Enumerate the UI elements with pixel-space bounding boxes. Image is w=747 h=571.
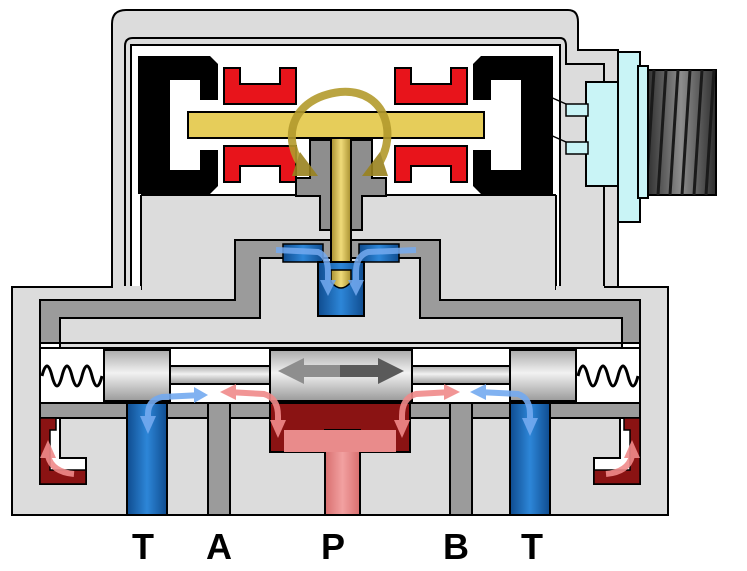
port-a-channel — [207, 402, 231, 516]
port-b-channel — [449, 402, 473, 516]
double-arrow-icon — [278, 358, 404, 384]
coil-left — [223, 67, 297, 183]
electrical-connector — [547, 51, 717, 223]
armature — [187, 111, 485, 139]
port-label-a: A — [206, 526, 232, 567]
flow-arrow-icon — [40, 384, 640, 477]
spring-icon — [576, 364, 640, 388]
coil-right — [394, 67, 468, 183]
port-label-b: B — [443, 526, 469, 567]
pole-piece-left — [138, 56, 218, 194]
port-label-t-left: T — [132, 526, 154, 567]
spring-icon — [40, 364, 104, 388]
port-label-t-right: T — [521, 526, 543, 567]
rotation-arrow-icon — [287, 87, 392, 176]
pole-piece-right — [473, 56, 553, 194]
torque-motor — [138, 56, 553, 289]
port-label-p: P — [320, 526, 345, 567]
flow-arrow-icon — [275, 247, 417, 296]
